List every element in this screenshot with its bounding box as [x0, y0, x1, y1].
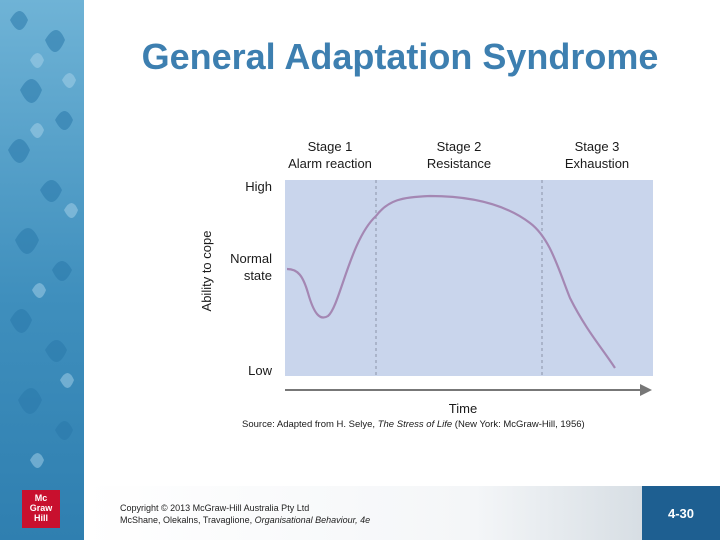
authors-text: McShane, Olekalns, Travaglione,: [120, 515, 255, 525]
copyright-line: Copyright © 2013 McGraw-Hill Australia P…: [120, 503, 310, 513]
book-title: Organisational Behaviour, 4e: [254, 515, 371, 525]
decorative-sidebar: Mc Graw Hill: [0, 0, 84, 540]
adaptation-curve: [286, 194, 616, 369]
gas-diagram: Stage 1 Alarm reaction Stage 2 Resistanc…: [199, 139, 653, 430]
time-axis-arrowhead: [640, 384, 652, 396]
authors-line: McShane, Olekalns, Travaglione, Organisa…: [120, 514, 370, 526]
y-level-normal-1: Normal: [230, 251, 272, 266]
leaf-pattern-graphic: [8, 11, 78, 468]
y-level-normal-2: state: [244, 268, 272, 283]
y-level-low: Low: [248, 363, 272, 378]
mcgraw-hill-logo: Mc Graw Hill: [22, 490, 60, 528]
stage-1-name: Stage 1: [308, 139, 353, 154]
diagram-panel: [285, 180, 653, 376]
logo-line-1: Mc: [34, 493, 48, 503]
logo-line-2: Graw: [29, 503, 53, 513]
stage-2-name: Stage 2: [437, 139, 482, 154]
footer-bar: Copyright © 2013 McGraw-Hill Australia P…: [84, 486, 642, 540]
stage-2-label: Resistance: [427, 156, 491, 171]
x-axis-label: Time: [449, 401, 477, 416]
source-title: The Stress of Life: [378, 419, 452, 430]
slide-title: General Adaptation Syndrome: [141, 36, 659, 77]
slide-number: 4-30: [642, 486, 720, 540]
source-note: Source: Adapted from H. Selye, The Stres…: [242, 419, 585, 430]
logo-line-3: Hill: [33, 513, 48, 523]
source-suffix: (New York: McGraw-Hill, 1956): [452, 419, 585, 430]
stage-3-name: Stage 3: [575, 139, 620, 154]
stage-3-label: Exhaustion: [565, 156, 629, 171]
y-axis-label: Ability to cope: [199, 231, 214, 312]
source-prefix: Source: Adapted from H. Selye,: [242, 419, 378, 430]
stage-1-label: Alarm reaction: [288, 156, 372, 171]
copyright-block: Copyright © 2013 McGraw-Hill Australia P…: [120, 502, 370, 526]
y-level-high: High: [245, 179, 272, 194]
